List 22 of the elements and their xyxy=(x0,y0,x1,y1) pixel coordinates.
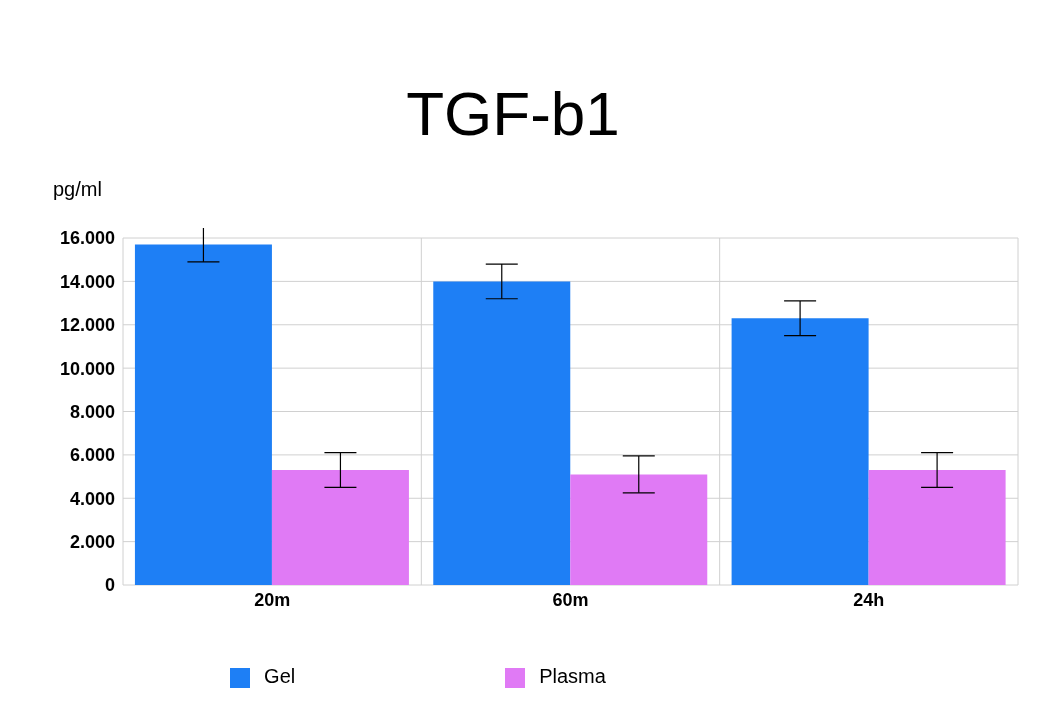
y-tick-label: 10.000 xyxy=(59,358,115,379)
x-tick-label: 20m xyxy=(254,589,291,610)
bar xyxy=(731,318,869,585)
legend-label: Gel xyxy=(264,665,296,687)
y-tick-label: 16.000 xyxy=(59,228,115,249)
x-tick-label: 60m xyxy=(552,589,589,610)
y-tick-label: 0 xyxy=(104,575,115,596)
bar xyxy=(570,474,708,585)
bar xyxy=(868,470,1006,585)
bar xyxy=(433,281,571,585)
y-tick-label: 4.000 xyxy=(69,488,115,509)
bar xyxy=(271,470,409,585)
y-tick-label: 8.000 xyxy=(69,401,115,422)
y-tick-label: 6.000 xyxy=(69,445,115,466)
y-axis-title: pg/ml xyxy=(53,178,102,201)
legend-label: Plasma xyxy=(539,665,606,687)
y-tick-label: 14.000 xyxy=(59,271,115,292)
x-tick-label: 24h xyxy=(853,589,885,610)
chart-title: TGF-b1 xyxy=(405,78,621,149)
bar xyxy=(134,244,272,585)
y-tick-label: 12.000 xyxy=(59,315,115,336)
y-tick-label: 2.000 xyxy=(69,532,115,553)
